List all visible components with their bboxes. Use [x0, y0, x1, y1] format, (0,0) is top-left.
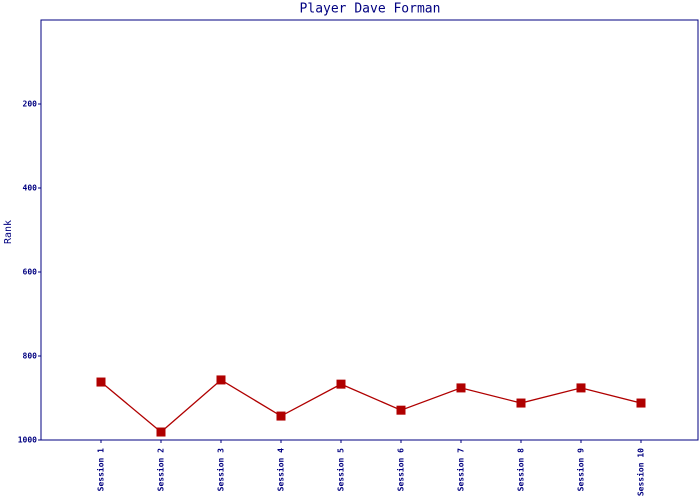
- x-tick-label: Session 8: [516, 448, 526, 492]
- x-tick-label: Session 6: [396, 448, 406, 492]
- y-tick-label: 1000: [18, 436, 37, 445]
- point-marker: [156, 427, 166, 437]
- point-marker: [636, 398, 646, 408]
- x-tick-label: Session 2: [156, 448, 166, 492]
- y-tick-label: 600: [23, 268, 38, 277]
- point-marker: [276, 411, 286, 421]
- x-tick-label: Session 7: [456, 448, 466, 492]
- x-tick-label: Session 5: [336, 448, 346, 492]
- y-tick-label: 800: [23, 352, 38, 361]
- chart-title: Player Dave Forman: [300, 2, 441, 17]
- y-axis-label: Rank: [3, 220, 14, 244]
- x-tick-label: Session 10: [636, 448, 646, 496]
- point-marker: [456, 383, 466, 393]
- x-tick-label: Session 9: [576, 448, 586, 492]
- y-tick-label: 200: [23, 100, 38, 109]
- point-marker: [216, 375, 226, 385]
- point-marker: [516, 398, 526, 408]
- point-marker: [336, 379, 346, 389]
- plot-frame: [40, 19, 699, 441]
- y-tick-label: 400: [23, 184, 38, 193]
- x-tick-label: Session 4: [276, 448, 286, 492]
- point-marker: [396, 405, 406, 415]
- point-marker: [576, 383, 586, 393]
- x-tick-label: Session 3: [216, 448, 226, 492]
- series-line: [100, 379, 642, 433]
- x-tick-label: Session 1: [96, 448, 106, 492]
- point-marker: [96, 377, 106, 387]
